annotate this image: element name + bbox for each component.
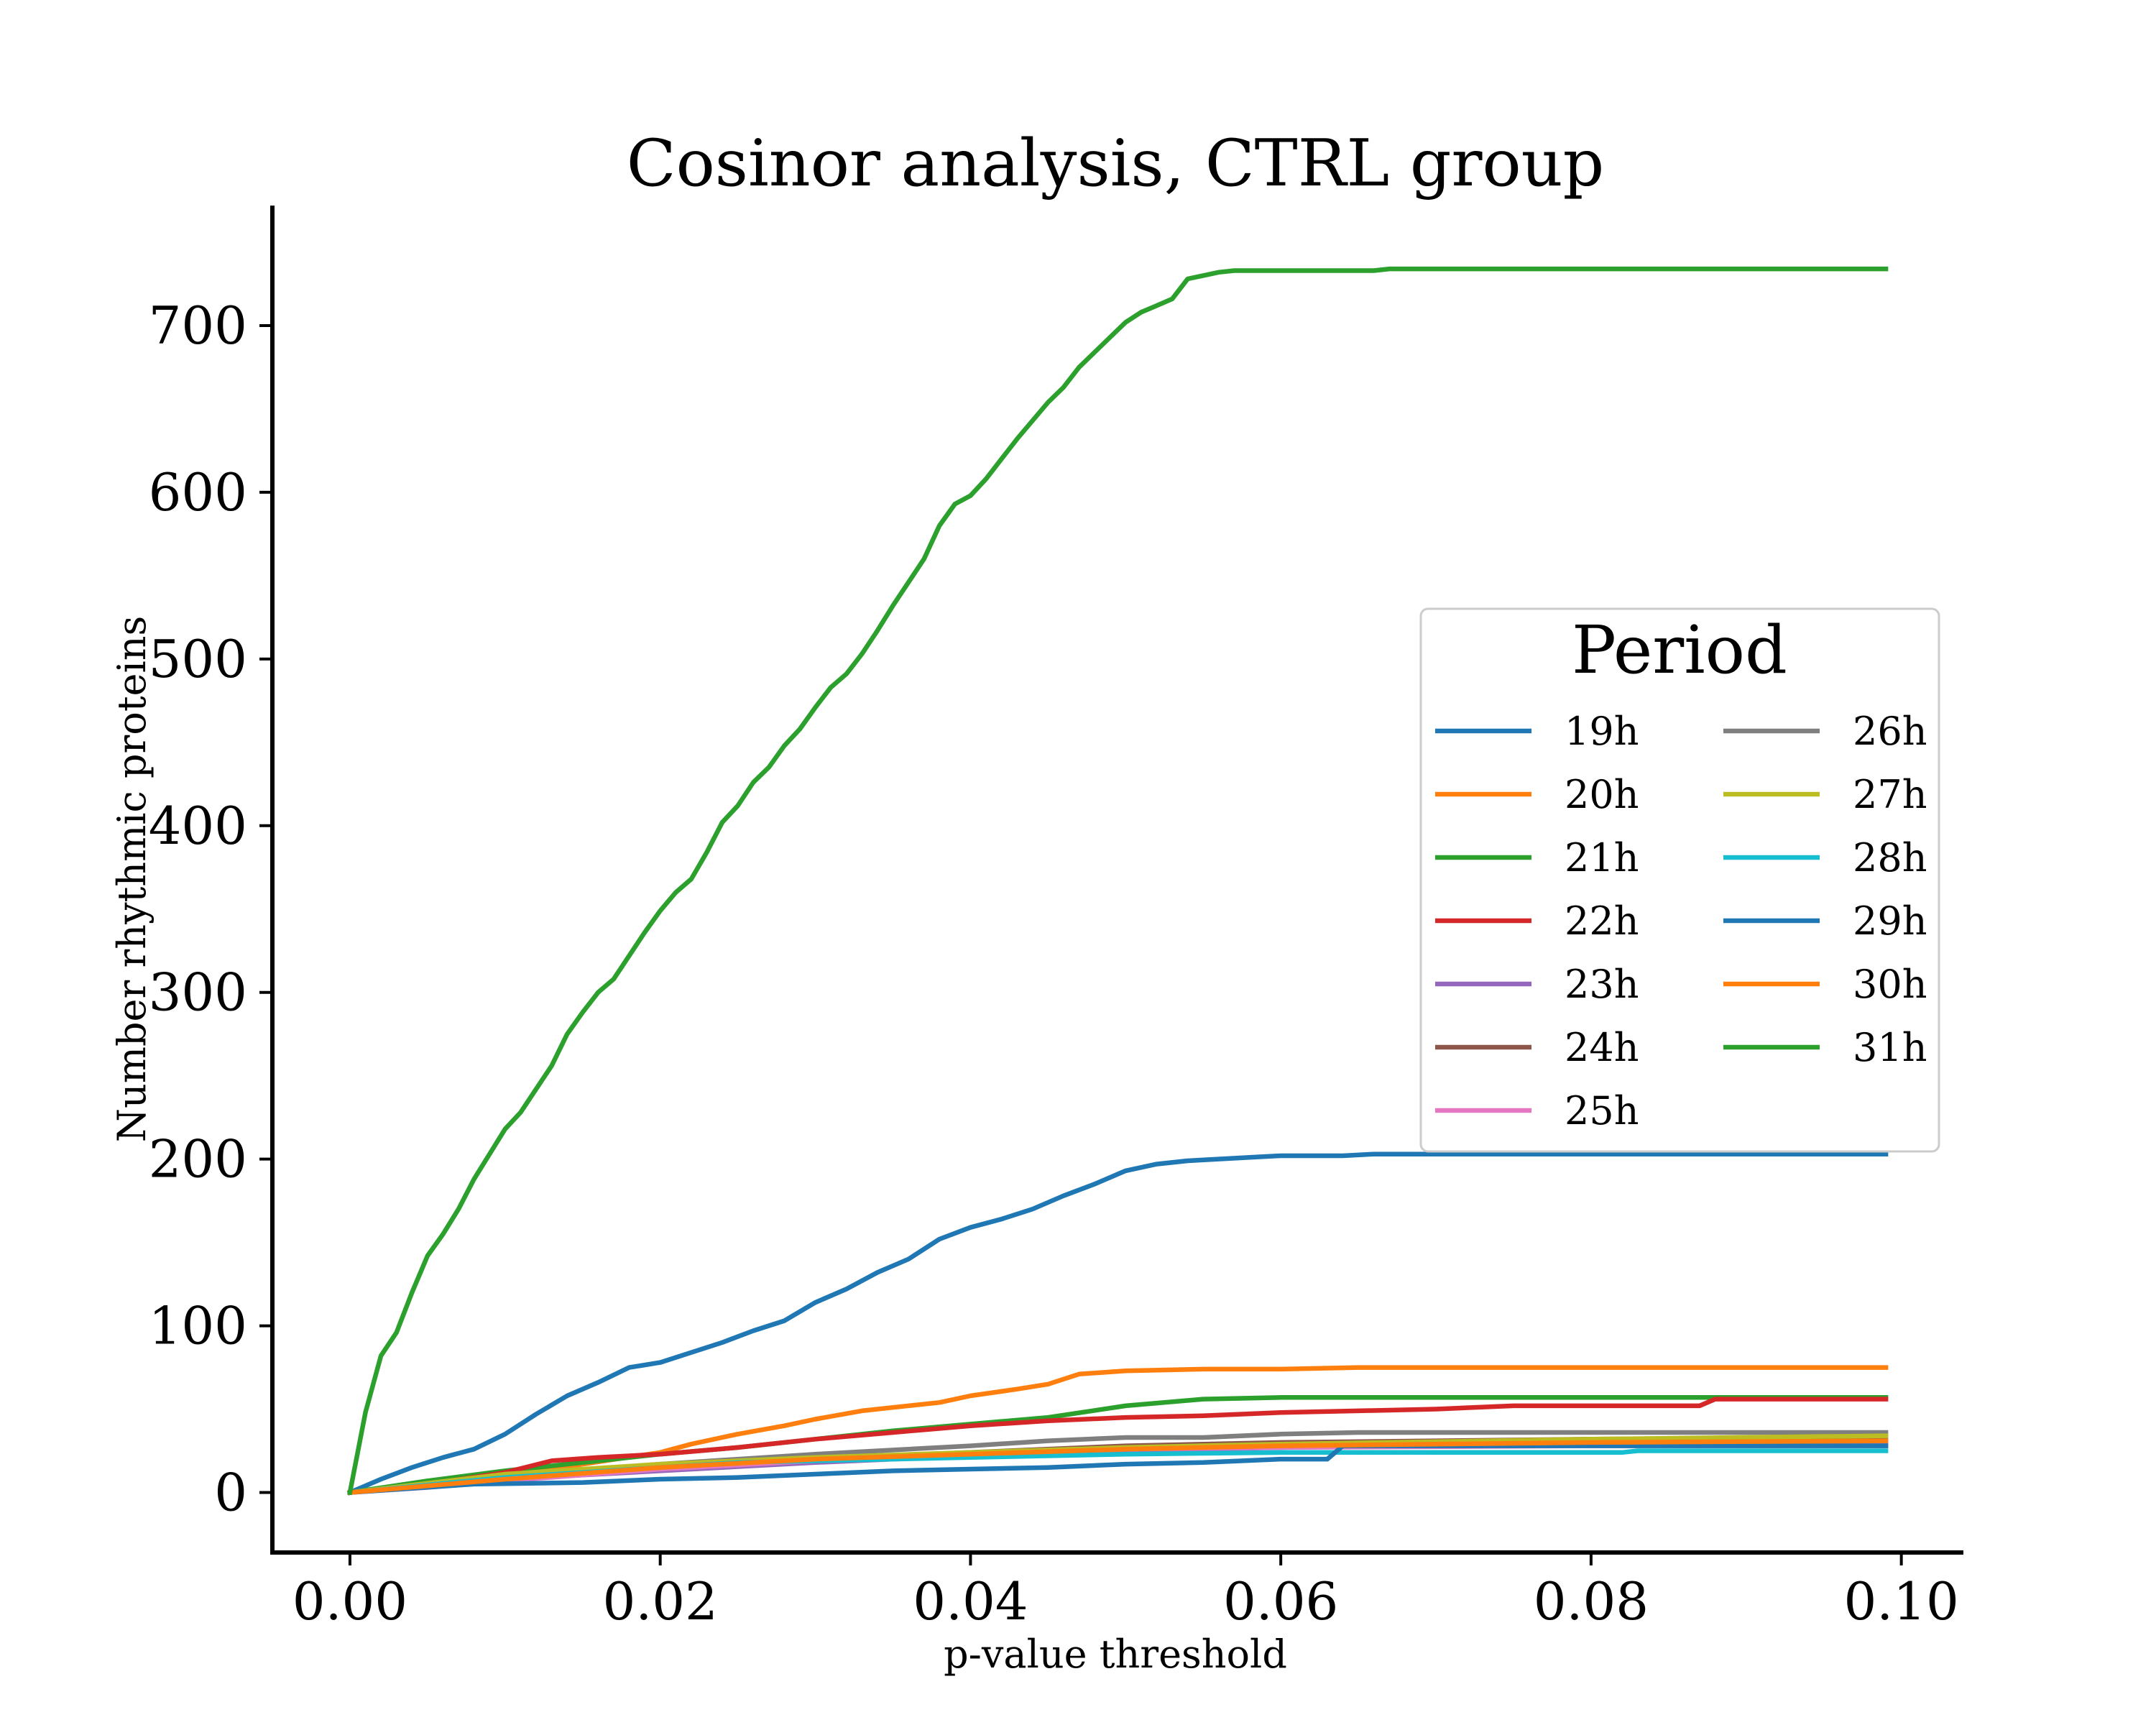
legend-label-27h: 27h <box>1853 772 1927 817</box>
legend-label-19h: 19h <box>1565 709 1639 754</box>
chart-title: Cosinor analysis, CTRL group <box>627 126 1605 201</box>
series-line-22h <box>347 1397 1889 1496</box>
y-tick-label: 700 <box>149 295 247 356</box>
x-axis-label: p-value threshold <box>944 1632 1287 1677</box>
y-tick-label: 200 <box>149 1129 247 1190</box>
legend-label-31h: 31h <box>1853 1025 1927 1070</box>
legend-label-21h: 21h <box>1565 835 1639 880</box>
legend-label-20h: 20h <box>1565 772 1639 817</box>
legend-label-29h: 29h <box>1853 898 1927 944</box>
legend-title: Period <box>1572 612 1787 689</box>
legend-label-28h: 28h <box>1853 835 1927 880</box>
legend-frame <box>1419 607 1940 1153</box>
x-tick-label: 0.02 <box>603 1571 718 1632</box>
series-line-31h <box>347 266 1889 1496</box>
series-line-19h <box>346 1151 1889 1496</box>
legend-label-25h: 25h <box>1565 1088 1639 1133</box>
y-axis-label: Number rhythmic proteins <box>109 616 155 1143</box>
y-tick-label: 300 <box>149 962 247 1023</box>
y-tick-label: 400 <box>149 796 247 856</box>
y-tick-label: 0 <box>214 1463 247 1523</box>
series-line-29h <box>347 1443 1889 1495</box>
y-ticks: 0 100 200 300 400 500 600 700 <box>149 295 272 1523</box>
legend-label-30h: 30h <box>1853 962 1927 1007</box>
y-tick-label: 600 <box>149 462 247 523</box>
legend-label-23h: 23h <box>1565 962 1639 1007</box>
y-tick-label: 100 <box>149 1296 247 1356</box>
x-tick-label: 0.08 <box>1534 1571 1649 1632</box>
series-line-30h <box>347 1438 1889 1496</box>
x-ticks: 0.00 0.02 0.04 0.06 0.08 0.10 <box>292 1552 1959 1632</box>
series-layer <box>346 266 1889 1496</box>
legend-label-24h: 24h <box>1565 1025 1639 1070</box>
x-tick-label: 0.10 <box>1843 1571 1958 1632</box>
x-tick-label: 0.00 <box>292 1571 407 1632</box>
legend: Period 19h 20h 21h 22h 23h 24h 25h 26h 27h 28h 29h… <box>1419 607 1940 1153</box>
x-tick-label: 0.06 <box>1223 1571 1338 1632</box>
y-tick-label: 500 <box>149 629 247 689</box>
legend-label-26h: 26h <box>1853 709 1927 754</box>
legend-label-22h: 22h <box>1565 898 1639 944</box>
legend-entries: 19h 20h 21h 22h 23h 24h 25h 26h 27h 28h 29h 30h 31h <box>1435 709 1927 1133</box>
x-tick-label: 0.04 <box>913 1571 1028 1632</box>
